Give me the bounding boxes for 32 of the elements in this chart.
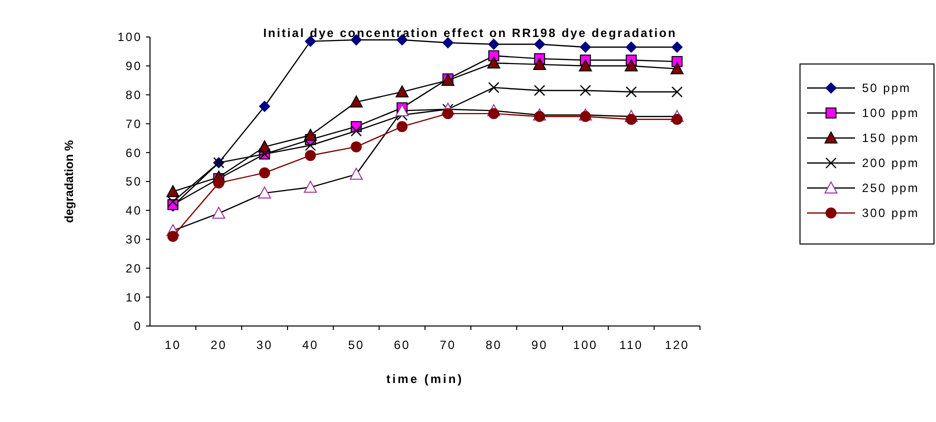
y-tick-label: 80	[126, 88, 142, 102]
y-tick-label: 20	[126, 261, 142, 276]
y-tick-label: 90	[126, 59, 142, 74]
y-tick-label: 70	[126, 116, 142, 131]
legend-label: 150 ppm	[862, 131, 920, 146]
y-tick-label: 10	[126, 290, 142, 304]
x-tick-label: 30	[256, 338, 273, 352]
chart-title: Initial dye concentration effect on RR198 dye degradation	[263, 26, 677, 40]
legend-label: 250 ppm	[862, 181, 920, 196]
x-tick-label: 20	[210, 338, 227, 352]
x-axis-title: time (min)	[386, 372, 464, 386]
y-tick-label: 30	[126, 232, 142, 246]
x-tick-label: 60	[394, 338, 410, 352]
x-tick-label: 100	[573, 338, 598, 352]
legend-label: 200 ppm	[862, 156, 920, 170]
x-tick-label: 40	[302, 338, 319, 352]
y-tick-label: 0	[134, 319, 142, 334]
y-tick-label: 50	[126, 174, 142, 189]
x-tick-label: 110	[619, 338, 644, 352]
x-tick-label: 80	[486, 338, 502, 352]
y-tick-label: 40	[126, 204, 142, 218]
legend-label: 300 ppm	[862, 206, 920, 220]
y-tick-label: 100	[117, 30, 142, 44]
y-tick-label: 60	[126, 146, 142, 160]
legend-label: 50 ppm	[862, 81, 912, 96]
x-tick-label: 10	[164, 338, 182, 352]
x-tick-label: 50	[348, 338, 364, 352]
legend-label: 100 ppm	[862, 106, 920, 120]
x-tick-label: 120	[664, 338, 690, 352]
x-tick-label: 70	[440, 338, 456, 352]
x-tick-label: 90	[531, 338, 548, 352]
y-axis-title: degradation %	[62, 140, 76, 223]
